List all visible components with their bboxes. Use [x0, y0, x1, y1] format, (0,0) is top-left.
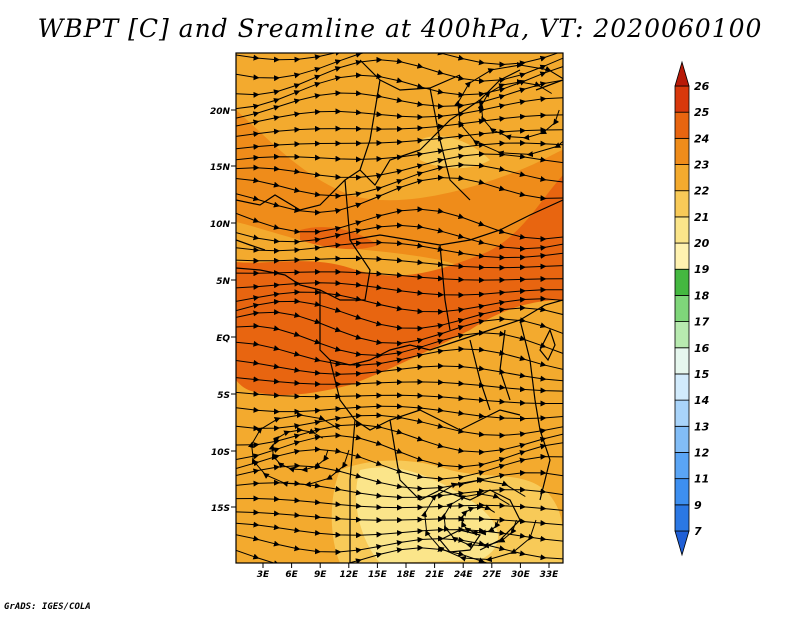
colorbar-bin — [674, 216, 690, 244]
colorbar-bin — [674, 373, 690, 401]
lon-label: 6E — [285, 570, 298, 580]
colorbar-bin — [674, 268, 690, 296]
lat-label: 15N — [210, 163, 231, 173]
country-borders — [236, 59, 563, 563]
colorbar-bin — [674, 347, 690, 375]
colorbar-label: 17 — [694, 316, 710, 329]
colorbar-label: 24 — [694, 132, 709, 145]
grads-credit: GrADS: IGES/COLA — [4, 602, 91, 612]
colorbar-label: 16 — [694, 342, 710, 355]
colorbar-label: 22 — [694, 185, 710, 198]
colorbar-label: 25 — [694, 106, 710, 119]
lon-label: 3E — [257, 570, 270, 580]
colorbar-label: 21 — [694, 211, 709, 224]
colorbar-label: 20 — [694, 237, 710, 250]
streamline — [236, 390, 563, 407]
colorbar-label: 12 — [694, 446, 710, 459]
colorbar-bin — [674, 190, 690, 218]
streamline — [454, 62, 563, 158]
colorbar-label: 7 — [694, 525, 702, 538]
streamline — [421, 477, 537, 563]
colorbar-label: 14 — [694, 394, 709, 407]
streamline — [236, 255, 563, 271]
lon-label: 30E — [511, 570, 531, 580]
latitude-axis: 20N 15N 10N 5N EQ 5S 10S 15S — [210, 107, 236, 514]
map-title: WBPT [C] and Sreamline at 400hPa, VT: 20… — [37, 14, 763, 43]
lat-label: 10S — [211, 448, 230, 458]
colorbar-label: 18 — [694, 289, 710, 302]
streamline — [248, 412, 350, 488]
colorbar-bin — [674, 321, 690, 349]
colorbar-label: 26 — [694, 80, 710, 93]
lon-label: 33E — [540, 570, 560, 580]
lon-label: 18E — [397, 570, 417, 580]
streamline — [440, 491, 517, 549]
streamline — [236, 268, 563, 284]
lon-label: 12E — [339, 570, 359, 580]
streamline — [236, 376, 563, 394]
streamline — [236, 340, 563, 370]
colorbar-label: 11 — [694, 473, 709, 486]
longitude-axis: 3E 6E 9E 12E 15E 18E 21E 24E 27E 30E 33E — [257, 563, 559, 580]
colorbar: 7 9 11 12 13 14 15 16 17 18 19 20 21 22 23 24 25 26 — [674, 60, 710, 557]
colorbar-bin — [674, 85, 690, 113]
colorbar-bin — [674, 452, 690, 480]
lon-label: 21E — [425, 570, 445, 580]
lon-label: 15E — [368, 570, 388, 580]
colorbar-bin — [674, 504, 690, 532]
colorbar-bin — [674, 399, 690, 427]
colorbar-label: 13 — [694, 420, 710, 433]
colorbar-label: 9 — [694, 499, 702, 512]
lat-label: 15S — [211, 504, 230, 514]
colorbar-label: 19 — [694, 263, 710, 276]
streamline — [236, 359, 563, 382]
colorbar-bin — [674, 242, 690, 270]
lat-label: 5N — [216, 277, 230, 287]
colorbar-max-arrow — [674, 60, 690, 87]
streamline — [236, 544, 547, 563]
lon-label: 27E — [482, 570, 502, 580]
colorbar-bin — [674, 137, 690, 165]
lon-label: 24E — [454, 570, 474, 580]
streamlines — [236, 53, 563, 563]
lat-label: EQ — [216, 334, 230, 344]
lat-label: 5S — [217, 391, 230, 401]
map-frame — [235, 52, 564, 564]
streamline — [458, 504, 501, 537]
colorbar-bin — [674, 478, 690, 506]
lat-label: 20N — [210, 107, 231, 117]
lon-label: 9E — [314, 570, 327, 580]
colorbar-bin — [674, 164, 690, 192]
streamline — [477, 79, 560, 141]
colorbar-bin — [674, 295, 690, 322]
colorbar-min-arrow — [674, 530, 690, 557]
streamline — [268, 427, 330, 473]
colorbar-bin — [674, 111, 690, 139]
colorbar-bin — [674, 425, 690, 453]
colorbar-label: 23 — [694, 159, 710, 172]
colorbar-label: 15 — [694, 368, 710, 381]
lat-label: 10N — [210, 220, 231, 230]
